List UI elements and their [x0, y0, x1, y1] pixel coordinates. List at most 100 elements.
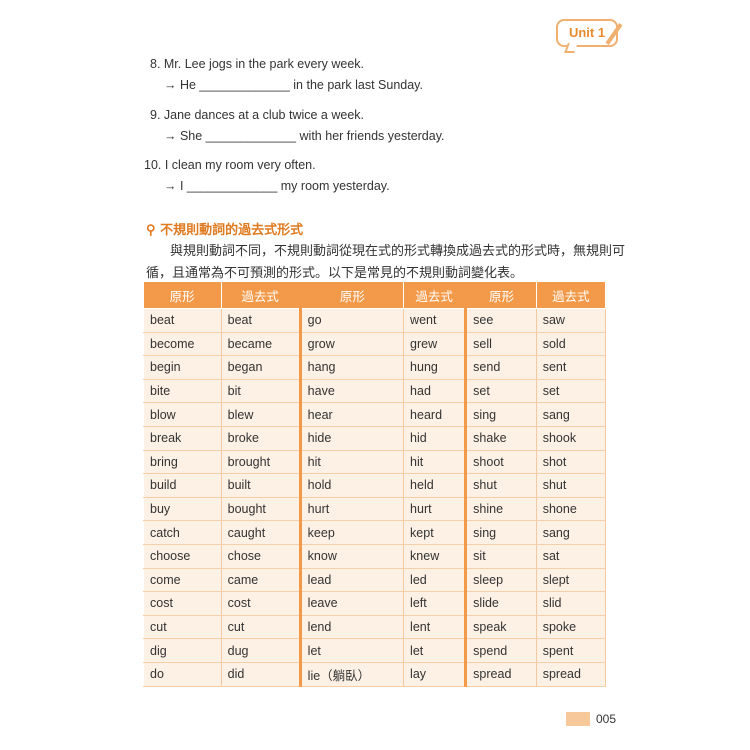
table-cell: send [465, 355, 537, 380]
table-cell: hurt [299, 496, 405, 522]
table-cell: lie（躺臥） [299, 661, 405, 687]
table-cell: shone [535, 496, 607, 522]
table-cell: blow [143, 402, 222, 427]
table-cell: blew [220, 402, 302, 427]
table-cell: kept [403, 520, 468, 545]
table-cell: bite [143, 378, 222, 404]
table-cell: hurt [403, 496, 468, 522]
table-cell: hang [299, 355, 405, 380]
table-cell: sleep [465, 567, 537, 593]
column-header: 原形 [300, 282, 405, 309]
table-cell: become [143, 331, 222, 357]
table-cell: chose [220, 543, 302, 569]
answer-line: → She _____________ with her friends yes… [164, 129, 445, 143]
table-cell: slept [535, 567, 607, 593]
table-cell: hid [403, 425, 468, 451]
table-cell: hold [299, 473, 405, 498]
table-cell: shut [465, 473, 537, 498]
table-row: dig dug let let spend spent [143, 638, 607, 663]
table-cell: spend [465, 638, 537, 663]
table-cell: hide [299, 425, 405, 451]
table-cell: cut [143, 614, 222, 640]
table-row: break broke hide hid shake shook [143, 425, 607, 451]
table-cell: know [299, 543, 405, 569]
table-cell: lead [299, 567, 405, 593]
table-cell: broke [220, 425, 302, 451]
irregular-verbs-table: 原形 過去式 原形 過去式 原形 過去式 beat beat go went see saw beco… [143, 282, 607, 687]
question: 8. Mr. Lee jogs in the park every week. [150, 57, 364, 71]
table-cell: hit [299, 449, 405, 475]
table-row: cost cost leave left slide slid [143, 591, 607, 616]
table-cell: sang [535, 402, 607, 427]
table-cell: break [143, 425, 222, 451]
table-cell: bit [220, 378, 302, 404]
book-icon [566, 712, 590, 726]
table-cell: buy [143, 496, 222, 522]
table-cell: shot [535, 449, 607, 475]
table-cell: build [143, 473, 222, 498]
table-cell: sit [465, 543, 537, 569]
table-cell: sat [535, 543, 607, 569]
table-cell: begin [143, 355, 222, 380]
table-cell: sent [535, 355, 607, 380]
table-cell: lay [403, 661, 468, 687]
table-cell: grow [299, 331, 405, 357]
table-cell: let [299, 638, 405, 663]
table-cell: shook [535, 425, 607, 451]
table-cell: brought [220, 449, 302, 475]
table-cell: sing [465, 520, 537, 545]
table-cell: do [143, 661, 222, 687]
table-cell: shut [535, 473, 607, 498]
table-cell: leave [299, 591, 405, 616]
section-title: 不規則動詞的過去式形式 [160, 223, 304, 238]
table-cell: lend [299, 614, 405, 640]
table-cell: did [220, 661, 302, 687]
table-cell: beat [220, 308, 302, 333]
table-cell: spoke [535, 614, 607, 640]
question: 9. Jane dances at a club twice a week. [150, 108, 365, 122]
question: 10. I clean my room very often. [144, 158, 316, 172]
table-cell: spread [535, 661, 607, 687]
table-row: do did lie（躺臥） lay spread spread [143, 661, 607, 687]
table-cell: saw [535, 308, 607, 333]
table-cell: sold [535, 331, 607, 357]
table-cell: beat [143, 308, 222, 333]
table-cell: knew [403, 543, 468, 569]
paragraph-line-1: 與規則動詞不同，不規則動詞從現在式的形式轉換成過去式的形式時，無規則可 [170, 243, 626, 258]
column-header: 原形 [465, 282, 537, 309]
table-cell: cut [220, 614, 302, 640]
table-cell: began [220, 355, 302, 380]
exercise-8: 8. Mr. Lee jogs in the park every week. →… [150, 57, 423, 92]
table-cell: grew [403, 331, 468, 357]
table-cell: spent [535, 638, 607, 663]
table-cell: sang [535, 520, 607, 545]
table-cell: spread [465, 661, 537, 687]
paragraph-line-2: 循，且通常為不可預測的形式。以下是常見的不規則動詞變化表。 [146, 265, 524, 280]
table-cell: shine [465, 496, 537, 522]
table-row: build built hold held shut shut [143, 473, 607, 498]
table-cell: shoot [465, 449, 537, 475]
column-header: 過去式 [221, 282, 302, 309]
table-row: cut cut lend lent speak spoke [143, 614, 607, 640]
exercise-9: 9. Jane dances at a club twice a week. → … [150, 108, 445, 143]
table-cell: dug [220, 638, 302, 663]
table-row: catch caught keep kept sing sang [143, 520, 607, 545]
table-cell: go [299, 308, 405, 333]
magnifier-icon: ⚲ [146, 223, 156, 238]
table-cell: lent [403, 614, 468, 640]
table-cell: became [220, 331, 302, 357]
table-row: choose chose know knew sit sat [143, 543, 607, 569]
table-cell: caught [220, 520, 302, 545]
table-cell: choose [143, 543, 222, 569]
table-cell: came [220, 567, 302, 593]
table-cell: slid [535, 591, 607, 616]
table-row: come came lead led sleep slept [143, 567, 607, 593]
table-cell: cost [143, 591, 222, 616]
table-cell: had [403, 378, 468, 404]
table-cell: keep [299, 520, 405, 545]
table-cell: have [299, 378, 405, 404]
table-row: bring brought hit hit shoot shot [143, 449, 607, 475]
table-cell: led [403, 567, 468, 593]
table-row: become became grow grew sell sold [143, 331, 607, 357]
table-row: blow blew hear heard sing sang [143, 402, 607, 427]
